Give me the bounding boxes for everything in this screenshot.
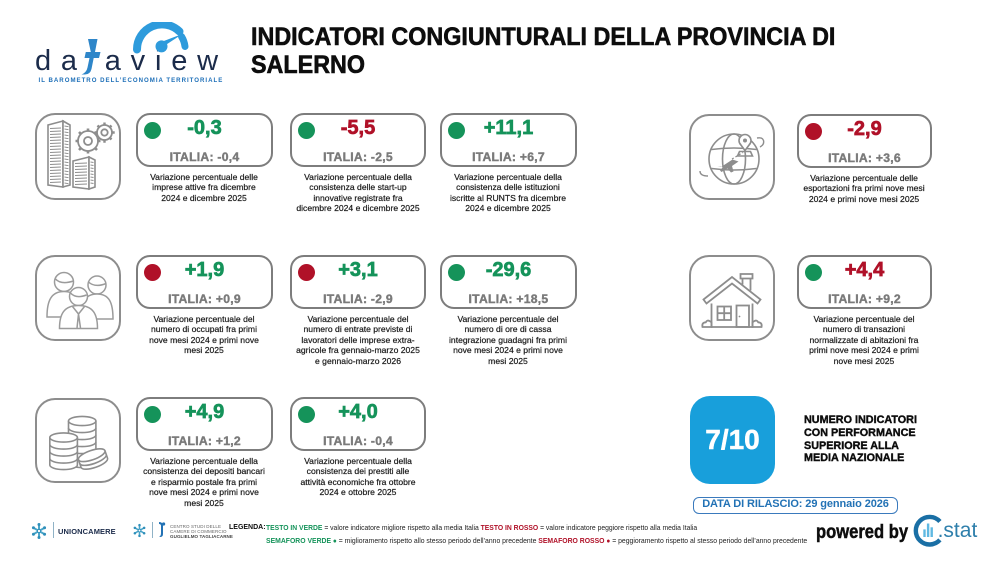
svg-text:.stat: .stat xyxy=(938,519,978,542)
